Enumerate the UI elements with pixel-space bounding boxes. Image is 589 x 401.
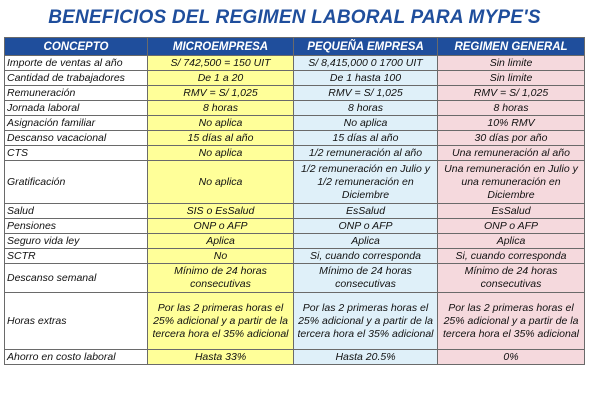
micro-cell: S/ 742,500 = 150 UIT: [147, 55, 294, 71]
general-cell: Mínimo de 24 horas consecutivas: [437, 263, 585, 293]
table-row: Gratificación No aplica 1/2 remuneración…: [4, 160, 585, 204]
concept-cell: Seguro vida ley: [4, 233, 148, 249]
general-cell: 0%: [437, 349, 585, 365]
table-row: Ahorro en costo laboral Hasta 33% Hasta …: [4, 349, 585, 365]
micro-cell: SIS o EsSalud: [147, 203, 294, 219]
table-row: Cantidad de trabajadores De 1 a 20 De 1 …: [4, 70, 585, 86]
pequena-cell: ONP o AFP: [293, 218, 438, 234]
general-cell: Por las 2 primeras horas el 25% adiciona…: [437, 292, 585, 350]
micro-cell: Por las 2 primeras horas el 25% adiciona…: [147, 292, 294, 350]
concept-cell: Importe de ventas al año: [4, 55, 148, 71]
concept-cell: Descanso semanal: [4, 263, 148, 293]
table-row: Seguro vida ley Aplica Aplica Aplica: [4, 233, 585, 249]
table-row: Remuneración RMV = S/ 1,025 RMV = S/ 1,0…: [4, 85, 585, 101]
pequena-cell: RMV = S/ 1,025: [293, 85, 438, 101]
general-cell: ONP o AFP: [437, 218, 585, 234]
general-cell: Una remuneración en Julio y una remunera…: [437, 160, 585, 204]
general-cell: Sin limite: [437, 55, 585, 71]
general-cell: RMV = S/ 1,025: [437, 85, 585, 101]
comparison-table: CONCEPTO MICROEMPRESA PEQUEÑA EMPRESA RE…: [4, 37, 585, 365]
header-pequena-empresa: PEQUEÑA EMPRESA: [293, 37, 438, 56]
header-concepto: CONCEPTO: [4, 37, 148, 56]
pequena-cell: Aplica: [293, 233, 438, 249]
concept-cell: SCTR: [4, 248, 148, 264]
concept-cell: Pensiones: [4, 218, 148, 234]
concept-cell: Horas extras: [4, 292, 148, 350]
pequena-cell: No aplica: [293, 115, 438, 131]
table-row: Pensiones ONP o AFP ONP o AFP ONP o AFP: [4, 218, 585, 234]
pequena-cell: 8 horas: [293, 100, 438, 116]
table-row: CTS No aplica 1/2 remuneración al año Un…: [4, 145, 585, 161]
micro-cell: No aplica: [147, 145, 294, 161]
concept-cell: Descanso vacacional: [4, 130, 148, 146]
general-cell: 10% RMV: [437, 115, 585, 131]
pequena-cell: S/ 8,415,000 0 1700 UIT: [293, 55, 438, 71]
micro-cell: No: [147, 248, 294, 264]
concept-cell: Cantidad de trabajadores: [4, 70, 148, 86]
concept-cell: Asignación familiar: [4, 115, 148, 131]
pequena-cell: Si, cuando corresponda: [293, 248, 438, 264]
pequena-cell: De 1 hasta 100: [293, 70, 438, 86]
micro-cell: Aplica: [147, 233, 294, 249]
pequena-cell: EsSalud: [293, 203, 438, 219]
concept-cell: CTS: [4, 145, 148, 161]
concept-cell: Gratificación: [4, 160, 148, 204]
concept-cell: Ahorro en costo laboral: [4, 349, 148, 365]
pequena-cell: 1/2 remuneración al año: [293, 145, 438, 161]
micro-cell: Hasta 33%: [147, 349, 294, 365]
micro-cell: 15 días al año: [147, 130, 294, 146]
table-header-row: CONCEPTO MICROEMPRESA PEQUEÑA EMPRESA RE…: [4, 37, 585, 56]
micro-cell: No aplica: [147, 115, 294, 131]
general-cell: Una remuneración al año: [437, 145, 585, 161]
header-regimen-general: REGIMEN GENERAL: [437, 37, 585, 56]
general-cell: 30 días por año: [437, 130, 585, 146]
micro-cell: RMV = S/ 1,025: [147, 85, 294, 101]
concept-cell: Jornada laboral: [4, 100, 148, 116]
pequena-cell: Por las 2 primeras horas el 25% adiciona…: [293, 292, 438, 350]
micro-cell: No aplica: [147, 160, 294, 204]
concept-cell: Salud: [4, 203, 148, 219]
table-row: Salud SIS o EsSalud EsSalud EsSalud: [4, 203, 585, 219]
micro-cell: Mínimo de 24 horas consecutivas: [147, 263, 294, 293]
table-row: SCTR No Si, cuando corresponda Si, cuand…: [4, 248, 585, 264]
general-cell: Si, cuando corresponda: [437, 248, 585, 264]
table-row: Descanso vacacional 15 días al año 15 dí…: [4, 130, 585, 146]
concept-cell: Remuneración: [4, 85, 148, 101]
micro-cell: 8 horas: [147, 100, 294, 116]
pequena-cell: Mínimo de 24 horas consecutivas: [293, 263, 438, 293]
general-cell: EsSalud: [437, 203, 585, 219]
general-cell: Aplica: [437, 233, 585, 249]
table-row: Jornada laboral 8 horas 8 horas 8 horas: [4, 100, 585, 116]
pequena-cell: 15 días al año: [293, 130, 438, 146]
micro-cell: De 1 a 20: [147, 70, 294, 86]
table-row: Importe de ventas al año S/ 742,500 = 15…: [4, 55, 585, 71]
header-microempresa: MICROEMPRESA: [147, 37, 294, 56]
page-title: BENEFICIOS DEL REGIMEN LABORAL PARA MYPE…: [48, 7, 541, 28]
general-cell: 8 horas: [437, 100, 585, 116]
table-row: Asignación familiar No aplica No aplica …: [4, 115, 585, 131]
table-row: Horas extras Por las 2 primeras horas el…: [4, 292, 585, 350]
micro-cell: ONP o AFP: [147, 218, 294, 234]
general-cell: Sin limite: [437, 70, 585, 86]
table-row: Descanso semanal Mínimo de 24 horas cons…: [4, 263, 585, 293]
pequena-cell: 1/2 remuneración en Julio y 1/2 remunera…: [293, 160, 438, 204]
pequena-cell: Hasta 20.5%: [293, 349, 438, 365]
